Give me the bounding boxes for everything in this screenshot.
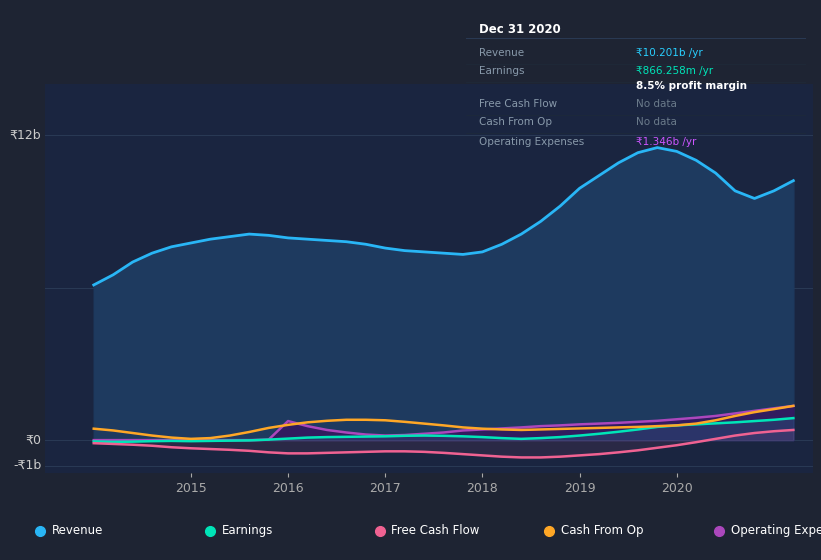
- Text: Earnings: Earnings: [222, 524, 273, 537]
- Text: Dec 31 2020: Dec 31 2020: [479, 23, 561, 36]
- Text: -₹1b: -₹1b: [13, 459, 41, 472]
- Text: Free Cash Flow: Free Cash Flow: [479, 99, 557, 109]
- Text: ₹10.201b /yr: ₹10.201b /yr: [635, 48, 703, 58]
- Text: ₹866.258m /yr: ₹866.258m /yr: [635, 66, 713, 76]
- Text: No data: No data: [635, 118, 677, 127]
- Text: Revenue: Revenue: [479, 48, 525, 58]
- Text: Cash From Op: Cash From Op: [561, 524, 644, 537]
- Text: Revenue: Revenue: [52, 524, 103, 537]
- Text: No data: No data: [635, 99, 677, 109]
- Text: ₹1.346b /yr: ₹1.346b /yr: [635, 137, 696, 147]
- Text: Operating Expenses: Operating Expenses: [479, 137, 585, 147]
- Text: Earnings: Earnings: [479, 66, 525, 76]
- Text: ₹0: ₹0: [25, 433, 41, 447]
- Text: Operating Expenses: Operating Expenses: [731, 524, 821, 537]
- Text: Free Cash Flow: Free Cash Flow: [391, 524, 479, 537]
- Text: ₹12b: ₹12b: [10, 128, 41, 141]
- Text: Cash From Op: Cash From Op: [479, 118, 553, 127]
- Text: 8.5% profit margin: 8.5% profit margin: [635, 81, 747, 91]
